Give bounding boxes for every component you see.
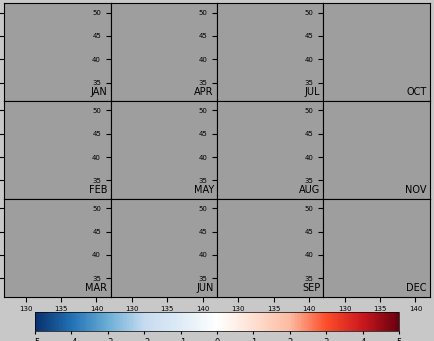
Text: MAY: MAY <box>194 185 214 195</box>
Text: AUG: AUG <box>299 185 320 195</box>
Text: MAR: MAR <box>85 283 108 293</box>
Text: FEB: FEB <box>89 185 108 195</box>
Text: JUL: JUL <box>305 87 320 97</box>
Text: DEC: DEC <box>406 283 427 293</box>
Text: OCT: OCT <box>406 87 427 97</box>
Text: SEP: SEP <box>302 283 320 293</box>
Text: JAN: JAN <box>91 87 108 97</box>
Text: NOV: NOV <box>405 185 427 195</box>
Text: APR: APR <box>194 87 214 97</box>
Text: JUN: JUN <box>197 283 214 293</box>
